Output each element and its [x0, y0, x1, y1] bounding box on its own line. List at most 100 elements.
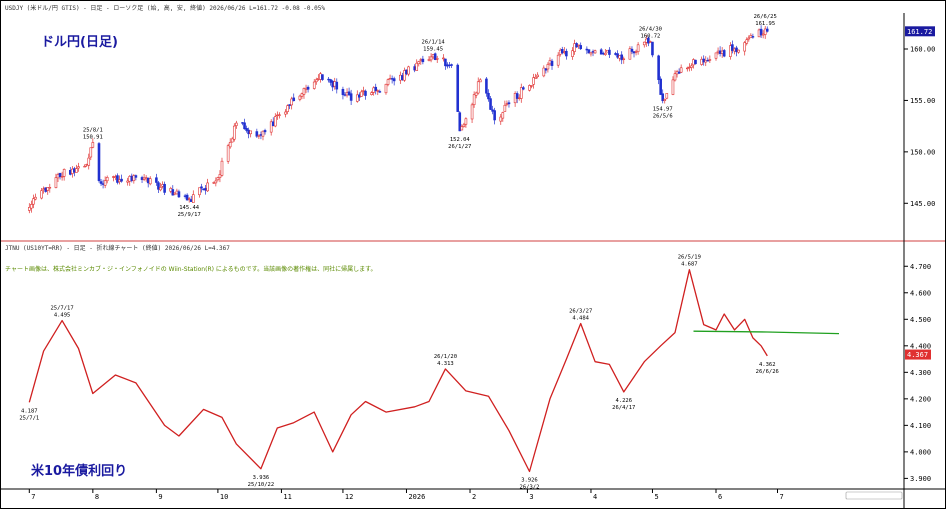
usdjpy-candle-down [759, 28, 763, 36]
usdjpy-candle-up [519, 87, 523, 99]
usdjpy-candle-up [462, 124, 466, 127]
usdjpy-candle-down [735, 47, 738, 53]
usdjpy-candle-down [450, 64, 453, 66]
usdjpy-candle-up [708, 59, 712, 61]
us10y-annotation-value: 4.362 [759, 362, 776, 368]
usdjpy-candle-down [575, 43, 578, 48]
usdjpy-candle-up [376, 90, 380, 92]
usdjpy-candle-up [528, 85, 531, 91]
usdjpy-candle-up [542, 67, 546, 77]
usdjpy-candle-down [155, 177, 158, 183]
usdjpy-candle-up [384, 83, 388, 94]
usdjpy-candle-down [200, 186, 203, 189]
us10y-annotation-value: 3.936 [253, 475, 270, 481]
usdjpy-candle-up [503, 104, 507, 112]
usdjpy-candle-up [300, 93, 304, 97]
usdjpy-candle-down [405, 69, 408, 75]
usdjpy-candle-up [427, 58, 431, 61]
x-tick-label: 7 [780, 493, 784, 501]
usdjpy-candle-down [335, 81, 339, 90]
usdjpy-candle-up [257, 135, 261, 137]
us10y-annotation-date: 25/7/17 [51, 306, 74, 312]
usdjpy-candle-up [148, 178, 152, 185]
usdjpy-candle-up [476, 81, 480, 94]
usdjpy-candle-up [71, 168, 74, 174]
usdjpy-candle-up [532, 77, 535, 85]
usdjpy-candle-up [530, 85, 533, 87]
usdjpy-candle-down [99, 181, 103, 184]
usdjpy-candle-up [191, 194, 195, 203]
scroll-track[interactable] [845, 491, 903, 500]
usdjpy-candle-down [120, 178, 123, 182]
usdjpy-candle-down [392, 78, 396, 82]
usdjpy-candle-up [673, 73, 677, 81]
usdjpy-candle-down [579, 45, 583, 50]
us10y-annotation-value: 4.226 [615, 398, 632, 404]
x-tick-label: 7 [31, 493, 35, 501]
usdjpy-candle-up [636, 44, 640, 52]
usdjpy-candle-down [247, 129, 250, 135]
usdjpy-candle-up [91, 142, 95, 148]
usdjpy-candle-up [304, 87, 308, 91]
usdjpy-candle-up [46, 187, 50, 191]
usdjpy-chart-title: ドル円(日足) [41, 35, 118, 50]
usdjpy-candle-up [355, 94, 359, 102]
usdjpy-candle-down [491, 109, 494, 112]
usdjpy-candle-down [456, 64, 460, 112]
usdjpy-candle-up [314, 79, 318, 83]
usdjpy-annotation-value: 152.04 [450, 137, 471, 143]
us10y-annotation-date: 26/1/20 [434, 354, 457, 360]
usdjpy-candle-down [413, 66, 416, 71]
usdjpy-candle-up [212, 182, 216, 184]
usdjpy-candle-up [230, 138, 234, 143]
usdjpy-y-tick-label: 155.00 [910, 97, 935, 105]
usdjpy-candle-up [663, 99, 667, 101]
usdjpy-annotation-date: 26/1/27 [448, 144, 471, 150]
usdjpy-candle-up [214, 180, 218, 184]
usdjpy-candle-up [218, 174, 222, 178]
x-tick-label: 12 [345, 493, 353, 501]
usdjpy-candle-up [62, 169, 66, 177]
usdjpy-candle-up [429, 56, 433, 61]
x-tick-label: 6 [718, 493, 722, 501]
usdjpy-candle-down [241, 122, 244, 124]
usdjpy-candle-up [228, 142, 232, 148]
usdjpy-candle-down [616, 53, 619, 58]
usdjpy-candle-up [464, 118, 468, 125]
usdjpy-candle-down [157, 182, 160, 190]
usdjpy-candle-up [460, 126, 464, 131]
usdjpy-candle-down [651, 41, 654, 56]
us10y-annotation-value: 4.687 [681, 262, 698, 268]
usdjpy-candle-up [745, 39, 749, 44]
x-tick-label: 11 [283, 493, 291, 501]
usdjpy-candle-down [374, 86, 378, 91]
usdjpy-candle-up [206, 182, 209, 192]
usdjpy-candle-up [563, 51, 566, 53]
usdjpy-candle-up [345, 92, 349, 96]
usdjpy-candle-down [288, 104, 291, 106]
usdjpy-candle-up [319, 73, 322, 80]
usdjpy-candle-up [60, 176, 64, 178]
usdjpy-candle-up [536, 74, 539, 77]
usdjpy-candle-up [276, 114, 279, 117]
usdjpy-candle-up [161, 184, 164, 187]
x-tick-label: 10 [220, 493, 228, 501]
usdjpy-candle-up [761, 33, 765, 36]
us10y-yield-line [28, 269, 768, 473]
usdjpy-candle-down [560, 49, 564, 54]
usdjpy-candle-down [134, 175, 138, 178]
usdjpy-candle-down [661, 93, 665, 102]
us10y-annotation-date: 26/4/17 [612, 405, 635, 411]
usdjpy-candle-down [765, 28, 769, 32]
usdjpy-candle-up [737, 49, 740, 53]
usdjpy-candle-down [694, 59, 697, 65]
usdjpy-candle-up [56, 174, 60, 179]
usdjpy-y-tick-label: 150.00 [910, 148, 935, 156]
x-tick-label: 9 [158, 493, 162, 501]
usdjpy-candle-down [630, 48, 634, 52]
usdjpy-candle-up [32, 198, 35, 205]
usdjpy-candle-down [751, 36, 755, 38]
usdjpy-candle-up [665, 93, 669, 99]
usdjpy-candle-down [731, 44, 734, 51]
x-tick-label: 2026 [408, 493, 425, 501]
